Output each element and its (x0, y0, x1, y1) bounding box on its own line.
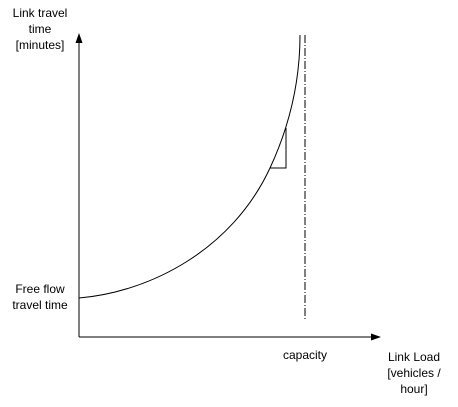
label-line: Link Load (388, 350, 440, 364)
axes (75, 33, 381, 341)
label-line: Free flow (15, 282, 65, 296)
x-axis-label: Link Load [vehicles / hour] (387, 350, 441, 396)
y-origin-label: Free flow travel time (12, 282, 68, 312)
travel-time-curve (78, 34, 301, 299)
label-line: [vehicles / (387, 366, 441, 380)
slope-triangle (270, 128, 287, 169)
y-axis-arrow (75, 33, 83, 43)
label-line: time (29, 22, 52, 36)
x-axis-arrow (371, 333, 381, 341)
label-line: Link travel (13, 6, 68, 20)
label-line: travel time (12, 298, 68, 312)
label-line: [minutes] (16, 38, 65, 52)
capacity-label: capacity (283, 348, 327, 362)
label-line: hour] (400, 382, 427, 396)
y-axis-label: Link travel time [minutes] (13, 6, 68, 52)
